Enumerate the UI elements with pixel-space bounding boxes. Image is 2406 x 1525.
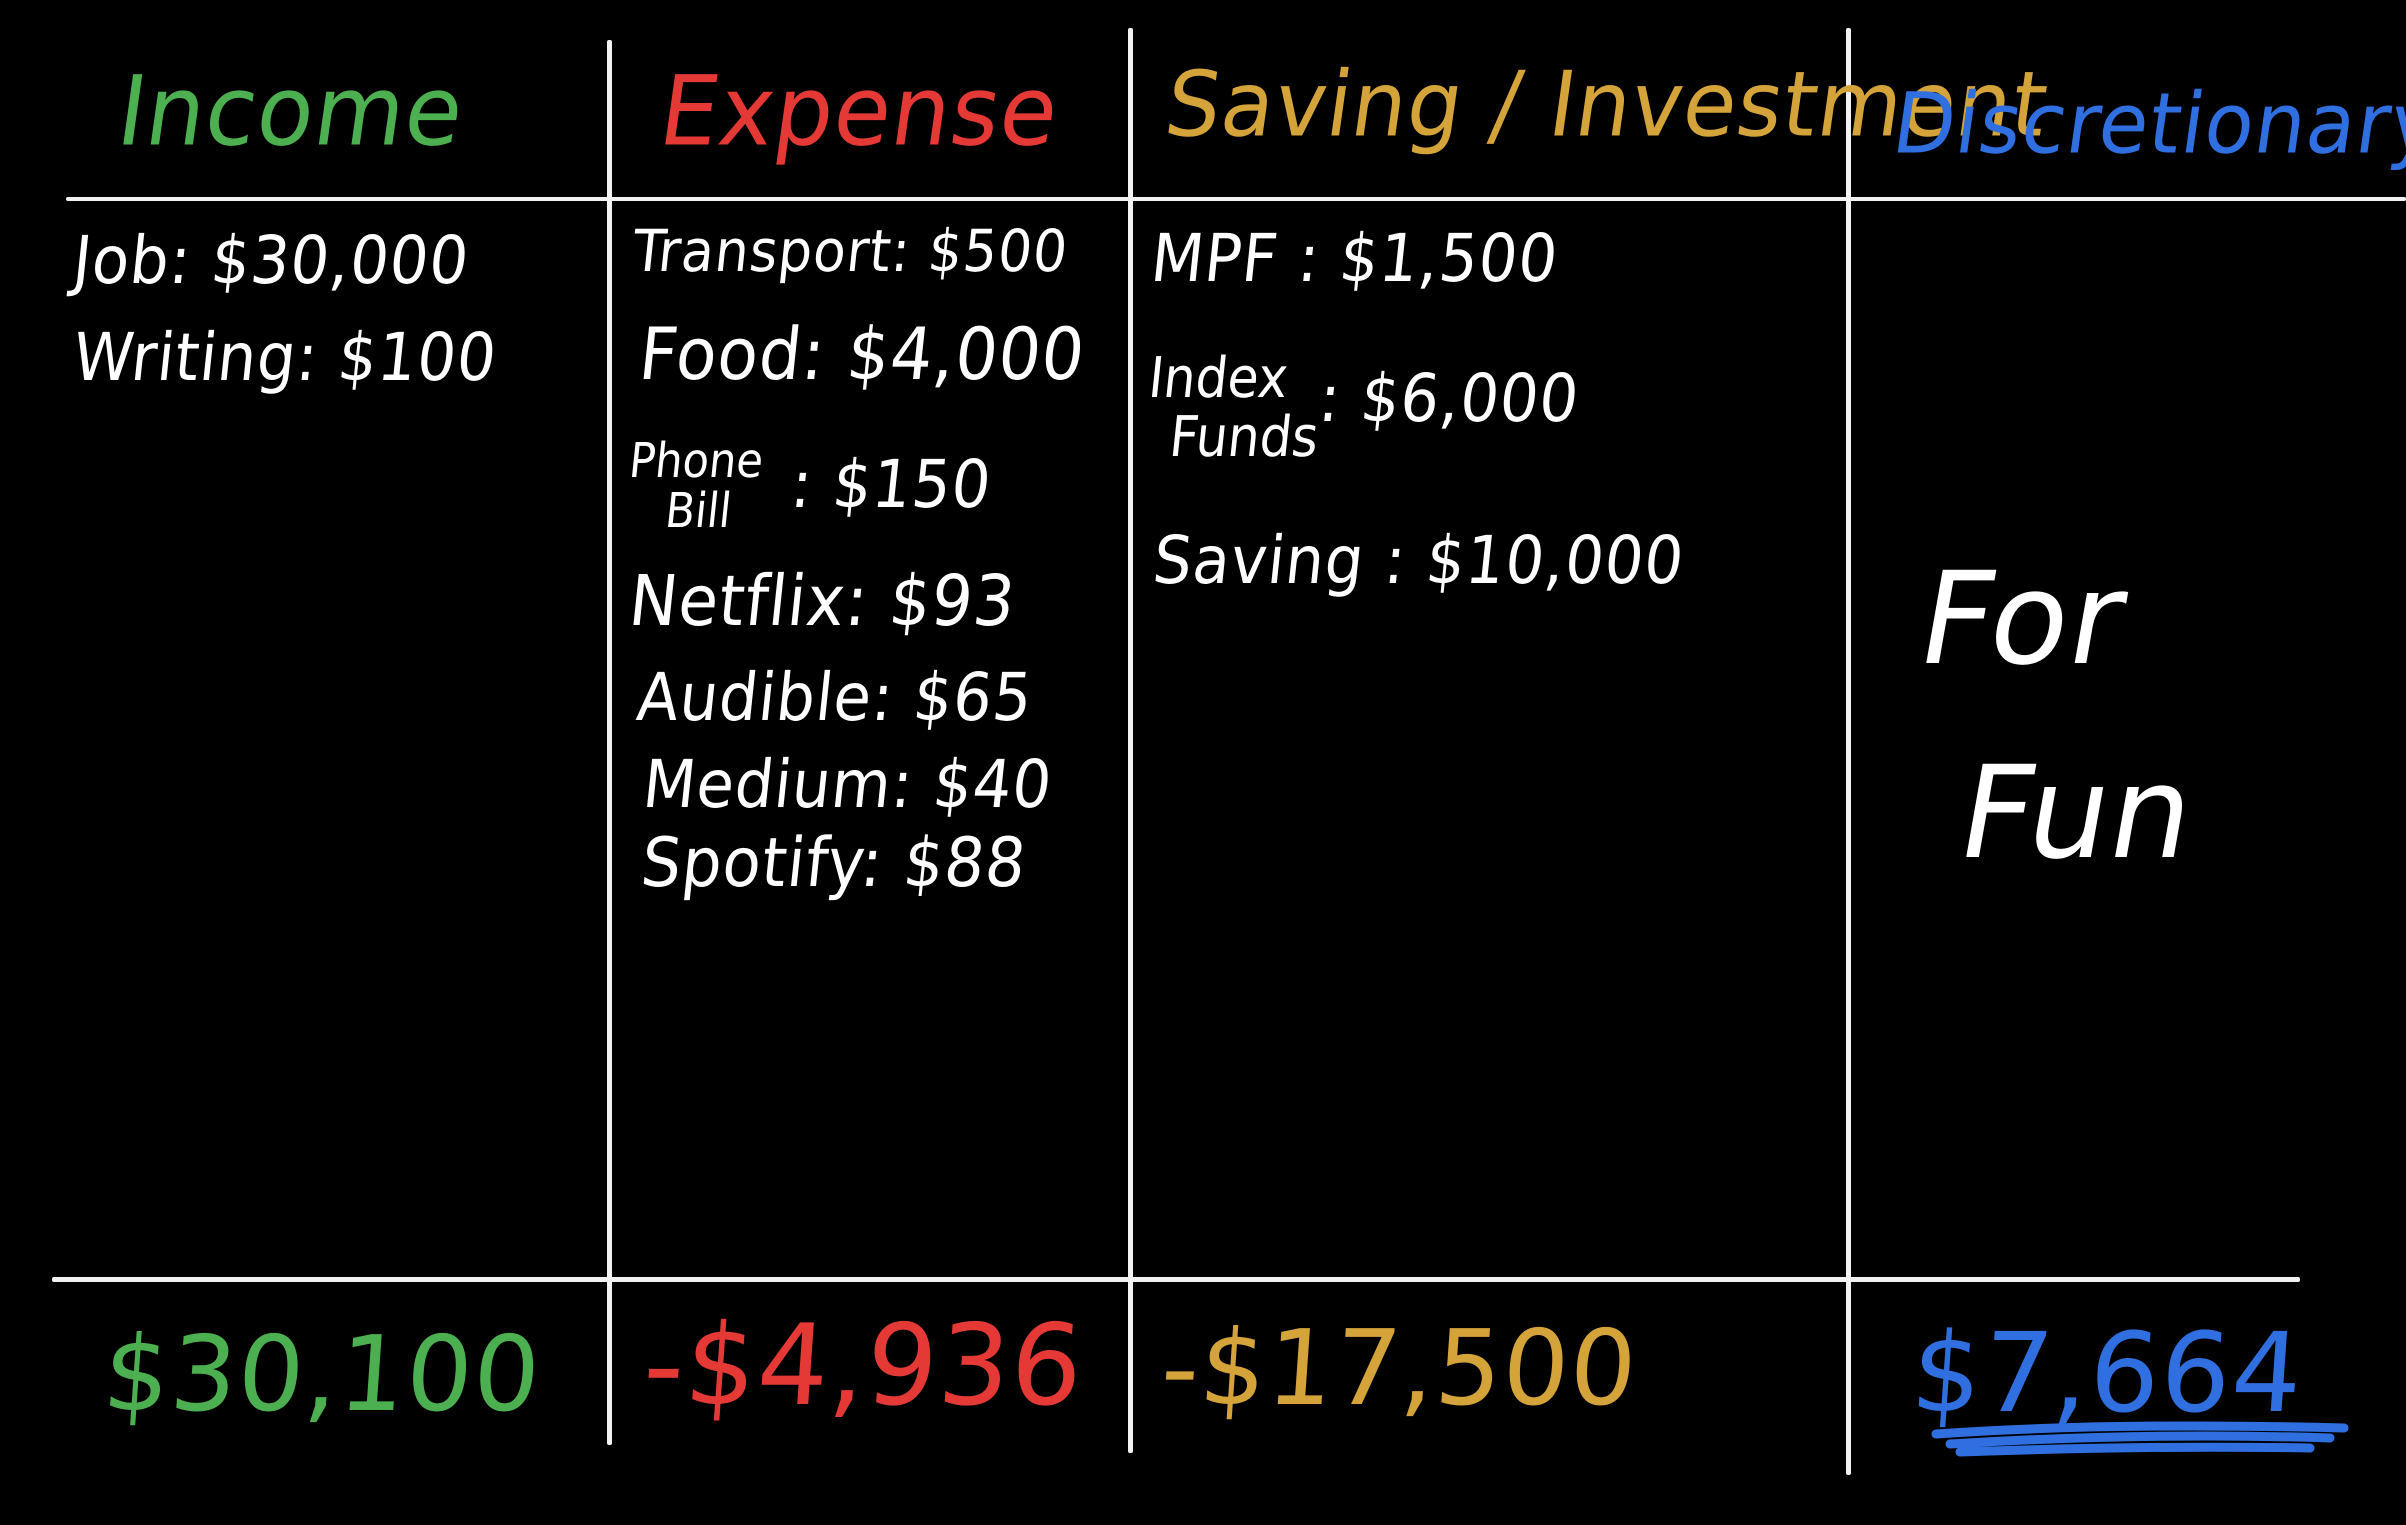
expense-item-label: Audible <box>633 659 877 736</box>
discretionary-note-line1: For <box>1908 545 2138 694</box>
expense-item-audible: Audible: $65 <box>633 659 1036 736</box>
saving-item-label: Saving <box>1149 522 1369 599</box>
column-divider-3 <box>1846 28 1851 1475</box>
total-underline-scribble <box>1931 1421 2349 1457</box>
expense-header: Expense <box>652 55 1067 168</box>
label-line: Funds <box>1166 404 1322 470</box>
expense-item-value: $65 <box>909 659 1037 736</box>
expense-item-label: Netflix <box>625 560 851 642</box>
expense-item-netflix: Netflix: $93 <box>625 560 1019 642</box>
saving-item-value: $10,000 <box>1422 522 1689 599</box>
expense-item-food: Food: $4,000 <box>635 312 1089 396</box>
label-line: Bill <box>662 483 735 540</box>
saving-item-value: $1,500 <box>1336 220 1563 297</box>
expense-item-value: $150 <box>829 446 996 523</box>
saving-item-index-funds-value: : $6,000 <box>1315 360 1583 437</box>
saving-item-index-funds-label: Index Funds <box>1140 346 1328 470</box>
expense-total: -$4,936 <box>639 1301 1088 1431</box>
expense-item-value: $4,000 <box>843 312 1090 396</box>
expense-item-value: $500 <box>924 217 1072 285</box>
discretionary-total: $7,664 <box>1907 1309 2308 1437</box>
label-line: Index <box>1145 346 1292 411</box>
income-header: Income <box>110 55 472 168</box>
expense-item-label: Spotify <box>637 824 866 903</box>
saving-item-value: $6,000 <box>1357 360 1584 437</box>
expense-item-label: Medium <box>639 746 896 823</box>
total-divider-line <box>52 1277 2300 1282</box>
expense-item-medium: Medium: $40 <box>639 746 1056 823</box>
expense-item-spotify: Spotify: $88 <box>637 824 1030 903</box>
income-item-job: Job: $30,000 <box>69 222 473 299</box>
expense-item-value: $40 <box>929 746 1057 823</box>
expense-item-label: Transport <box>629 217 896 285</box>
label-line: Phone <box>626 433 767 489</box>
colon: : <box>1274 220 1345 297</box>
colon: : <box>1360 522 1431 599</box>
discretionary-note-line2: Fun <box>1948 739 2207 888</box>
expense-item-label: Food <box>635 312 807 396</box>
saving-total: -$17,500 <box>1157 1307 1642 1429</box>
income-total: $30,100 <box>99 1313 545 1435</box>
expense-item-phone-bill-value: : $150 <box>787 446 995 523</box>
discretionary-header: Discretionary <box>1887 74 2406 173</box>
column-divider-1 <box>607 40 612 1445</box>
header-divider-line <box>66 197 2406 201</box>
saving-item-mpf: MPF : $1,500 <box>1147 220 1562 297</box>
income-item-writing: Writing: $100 <box>69 319 500 396</box>
income-item-value: $100 <box>334 319 501 396</box>
expense-item-value: $88 <box>899 824 1031 903</box>
expense-item-value: $93 <box>885 560 1020 642</box>
expense-item-transport: Transport: $500 <box>629 217 1071 285</box>
income-item-label: Job <box>69 222 174 299</box>
income-item-value: $30,000 <box>207 222 474 299</box>
column-divider-2 <box>1128 28 1133 1453</box>
expense-item-phone-bill-label: Phone Bill <box>621 433 767 540</box>
saving-item-label: MPF <box>1147 220 1283 297</box>
saving-item-saving: Saving : $10,000 <box>1149 522 1688 599</box>
income-item-label: Writing <box>69 319 301 396</box>
